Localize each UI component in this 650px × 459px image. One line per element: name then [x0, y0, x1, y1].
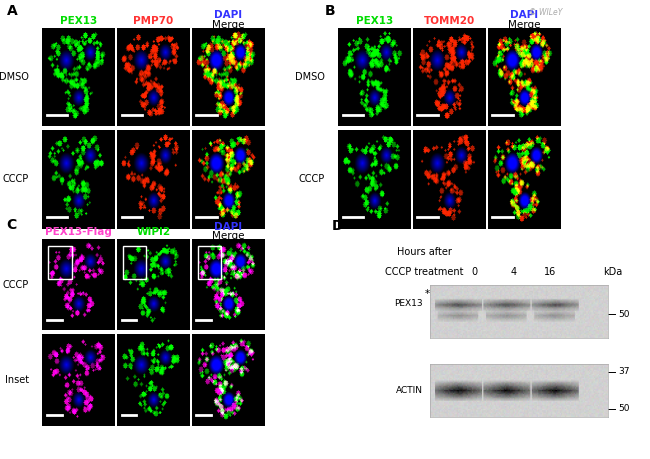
Text: 50: 50 [618, 404, 630, 414]
Text: C: C [6, 218, 17, 232]
Text: kDa: kDa [603, 267, 622, 277]
Text: Merge: Merge [212, 20, 244, 30]
Text: 4: 4 [510, 267, 516, 277]
Text: CCCP: CCCP [298, 174, 325, 184]
Text: CCCP treatment: CCCP treatment [385, 267, 464, 277]
Bar [198, 246, 221, 279]
Text: DAPI: DAPI [214, 222, 242, 232]
Text: 50: 50 [618, 309, 630, 319]
Text: CCCP: CCCP [3, 174, 29, 184]
Text: D: D [332, 219, 343, 233]
Text: CCCP: CCCP [3, 280, 29, 290]
Text: Inset: Inset [5, 375, 29, 385]
Text: ACTIN: ACTIN [396, 386, 423, 395]
Bar [124, 246, 146, 279]
Text: B: B [325, 5, 335, 18]
Bar [49, 246, 72, 279]
Text: DAPI: DAPI [510, 11, 538, 21]
Text: DMSO: DMSO [295, 72, 325, 82]
Text: DMSO: DMSO [0, 72, 29, 82]
Text: PEX13: PEX13 [356, 16, 393, 26]
Text: 16: 16 [544, 267, 556, 277]
Text: © WILeY: © WILeY [529, 8, 563, 17]
Text: TOMM20: TOMM20 [424, 16, 474, 26]
Text: PEX13: PEX13 [395, 299, 423, 308]
Text: PMP70: PMP70 [133, 16, 174, 26]
Text: WIPI2: WIPI2 [136, 227, 170, 237]
Text: PEX13-Flag: PEX13-Flag [46, 227, 112, 237]
Text: 37: 37 [618, 367, 630, 376]
Text: Merge: Merge [508, 20, 540, 30]
Text: 0: 0 [471, 267, 478, 277]
Text: Merge: Merge [212, 231, 244, 241]
Text: DAPI: DAPI [214, 11, 242, 21]
Text: *: * [424, 289, 430, 299]
Text: PEX13: PEX13 [60, 16, 98, 26]
Text: Hours after: Hours after [397, 247, 452, 257]
Text: A: A [6, 5, 18, 18]
